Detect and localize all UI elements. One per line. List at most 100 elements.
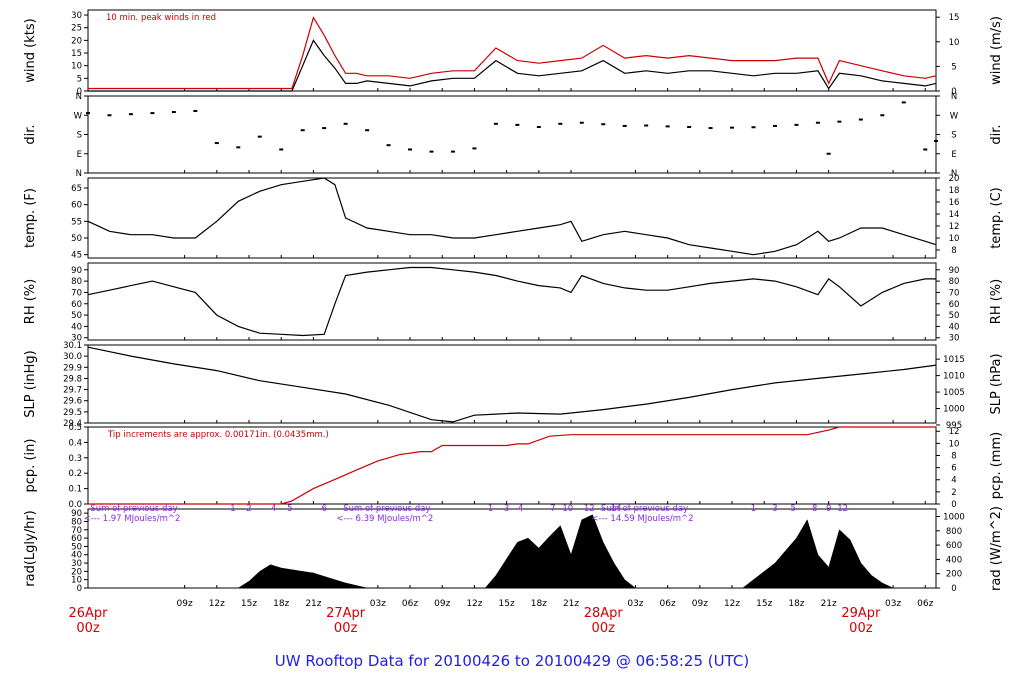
hour-label: 06z xyxy=(660,599,676,609)
rh-left-tick-label: 50 xyxy=(71,311,82,321)
rad-left-tick-label: 20 xyxy=(71,567,82,577)
daily-sum-value: <--- 1.97 MJoules/m^2 xyxy=(84,514,181,524)
rh-right-tick-label: 40 xyxy=(949,322,960,332)
dir-point xyxy=(794,123,799,126)
pcp-series-0 xyxy=(88,426,936,505)
dir-point xyxy=(257,135,262,138)
pcp-frame xyxy=(87,426,937,505)
dir-point xyxy=(450,150,455,153)
wind-left-tick-label: 20 xyxy=(71,36,82,46)
pcp-right-tick-label: 8 xyxy=(951,451,956,461)
dir-point xyxy=(826,152,831,155)
wind-left-tick-label: 10 xyxy=(71,62,82,72)
dir-point xyxy=(171,111,176,114)
slp-right-tick-label: 1010 xyxy=(943,372,965,382)
slp-left-tick-label: 29.7 xyxy=(63,386,82,396)
hour-label: 15z xyxy=(756,599,772,609)
pcp-right-tick-label: 6 xyxy=(951,464,956,474)
rh-left-tick-label: 80 xyxy=(71,277,82,287)
pcp-right-tick-label: 12 xyxy=(949,427,960,437)
dir-point xyxy=(644,124,649,127)
temp-right-tick-label: 20 xyxy=(949,174,960,184)
dir-point xyxy=(472,147,477,150)
sunshine-hour-mark: 3 xyxy=(772,504,777,514)
pcp-right-tick-label: 0 xyxy=(951,500,956,510)
rh-series-0 xyxy=(87,266,936,337)
temp-right-tick-label: 16 xyxy=(949,198,960,208)
daily-sum-label: Sum of previous day xyxy=(90,504,177,514)
dir-point xyxy=(214,142,219,145)
slp-left-tick-label: 29.4 xyxy=(63,419,82,429)
rad-left-tick-label: 0 xyxy=(77,584,82,594)
rh-frame xyxy=(87,262,937,341)
rad-right-tick-label: 200 xyxy=(946,570,962,580)
temp-left-tick-label: 55 xyxy=(71,217,82,227)
dir-point xyxy=(536,126,541,129)
dir-point xyxy=(386,144,391,147)
dir-point xyxy=(622,124,627,127)
hour-label: 03z xyxy=(370,599,386,609)
hour-label: 15z xyxy=(241,599,257,609)
temp-right-axis-label: temp. (C) xyxy=(989,187,1004,249)
hour-label: 15z xyxy=(499,599,515,609)
temp-left-tick-label: 60 xyxy=(71,201,82,211)
hour-label: 06z xyxy=(917,599,933,609)
wind-left-tick-label: 15 xyxy=(71,49,82,59)
hour-label: 09z xyxy=(692,599,708,609)
slp-right-tick-label: 995 xyxy=(946,421,962,431)
pcp-left-axis-label: pcp. (in) xyxy=(23,439,38,493)
rh-left-tick-label: 40 xyxy=(71,322,82,332)
temp-right-tick-label: 12 xyxy=(949,222,960,232)
dir-point xyxy=(343,122,348,125)
rad-right-tick-label: 600 xyxy=(946,541,962,551)
dir-point xyxy=(901,101,906,104)
day-label: 27Apr xyxy=(326,606,366,621)
slp-left-tick-label: 29.6 xyxy=(63,397,82,407)
hour-label: 21z xyxy=(563,599,579,609)
dir-point xyxy=(579,121,584,124)
slp-right-axis-label: SLP (hPa) xyxy=(989,353,1004,414)
dir-point xyxy=(837,120,842,123)
wind-series-0 xyxy=(88,39,937,92)
sunshine-hour-mark: 1 xyxy=(230,504,235,514)
sunshine-hour-mark: 3 xyxy=(504,504,509,514)
temp-left-axis-label: temp. (F) xyxy=(23,188,38,248)
day-label-time: 00z xyxy=(592,621,616,636)
wind-right-tick-label: 15 xyxy=(949,13,960,23)
dir-right-tick-label: E xyxy=(951,150,956,160)
rad-panel: 010203040506070809002004006008001000rad(… xyxy=(23,504,1004,594)
slp-right-tick-label: 1000 xyxy=(943,405,965,415)
sunshine-hour-mark: 7 xyxy=(550,504,555,514)
dir-point xyxy=(708,127,713,130)
sunshine-hour-mark: 6 xyxy=(321,504,326,514)
rh-left-tick-label: 90 xyxy=(71,266,82,276)
hour-label: 09z xyxy=(177,599,193,609)
pcp-annotation: Tip increments are approx. 0.00171in. (0… xyxy=(107,430,329,440)
hour-label: 21z xyxy=(305,599,321,609)
dir-point xyxy=(858,118,863,121)
dir-point xyxy=(880,114,885,117)
time-axis: 09z 12z 15z 18z 21z 03z 06z 09z 12z 15z 18z 21z 03z 0… xyxy=(68,599,933,636)
day-label-time: 00z xyxy=(334,621,358,636)
daily-sum-label: Sum of previous day xyxy=(343,504,430,514)
dir-point xyxy=(601,123,606,126)
hour-label: 18z xyxy=(788,599,804,609)
rh-right-tick-label: 50 xyxy=(949,311,960,321)
temp-right-tick-label: 18 xyxy=(949,186,960,196)
hour-label: 03z xyxy=(885,599,901,609)
pcp-left-tick-label: 0.1 xyxy=(68,485,82,495)
hour-label: 18z xyxy=(273,599,289,609)
slp-left-tick-label: 30.0 xyxy=(63,352,82,362)
slp-left-axis-label: SLP (inHg) xyxy=(23,350,38,418)
slp-series-0 xyxy=(87,346,937,423)
pcp-right-axis-label: pcp. (mm) xyxy=(989,432,1004,499)
dir-point xyxy=(300,129,305,132)
slp-left-tick-label: 29.5 xyxy=(63,408,82,418)
rad-left-tick-label: 30 xyxy=(71,559,82,569)
sunshine-hour-mark: 12 xyxy=(837,504,848,514)
sunshine-hour-mark: 2 xyxy=(246,504,251,514)
